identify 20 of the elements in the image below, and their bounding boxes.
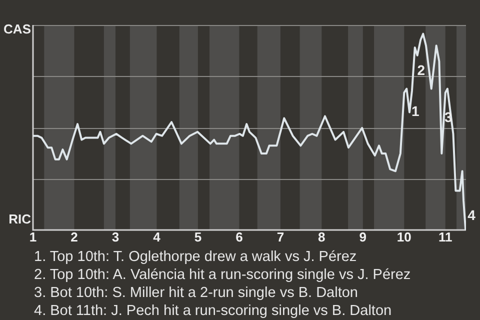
- text: 1. Top 10th: T. Oglethorpe drew a walk vs J. Pérez: [34, 248, 358, 266]
- annotation: 4: [468, 207, 476, 224]
- x-tick-label: 5: [194, 229, 202, 244]
- text: 2. Top 10th: A. Valéncia hit a run-scoring single vs J. Pérez: [34, 266, 412, 284]
- x-tick-label: 2: [70, 229, 78, 244]
- annotation: 2: [417, 62, 426, 78]
- x-tick-label: 7: [276, 229, 284, 244]
- x-tick-label: 8: [318, 229, 326, 244]
- x-tick-label: 4: [153, 229, 162, 244]
- text: RIC: [8, 212, 32, 227]
- text: 4. Bot 11th: J. Pech hit a run-scoring single vs B. Dalton: [34, 302, 393, 320]
- x-tick-label: 1: [29, 229, 37, 244]
- x-tick-label: 11: [438, 229, 452, 244]
- x-tick-label: 10: [396, 229, 412, 244]
- x-tick-label: 3: [112, 229, 120, 244]
- x-tick-label: 6: [236, 229, 243, 244]
- text: CAS: [4, 22, 32, 37]
- text: 3. Bot 10th: S. Miller hit a 2-run single vs B. Dalton: [34, 284, 359, 302]
- annotation: 1: [412, 103, 420, 120]
- x-tick-label: 9: [359, 229, 367, 244]
